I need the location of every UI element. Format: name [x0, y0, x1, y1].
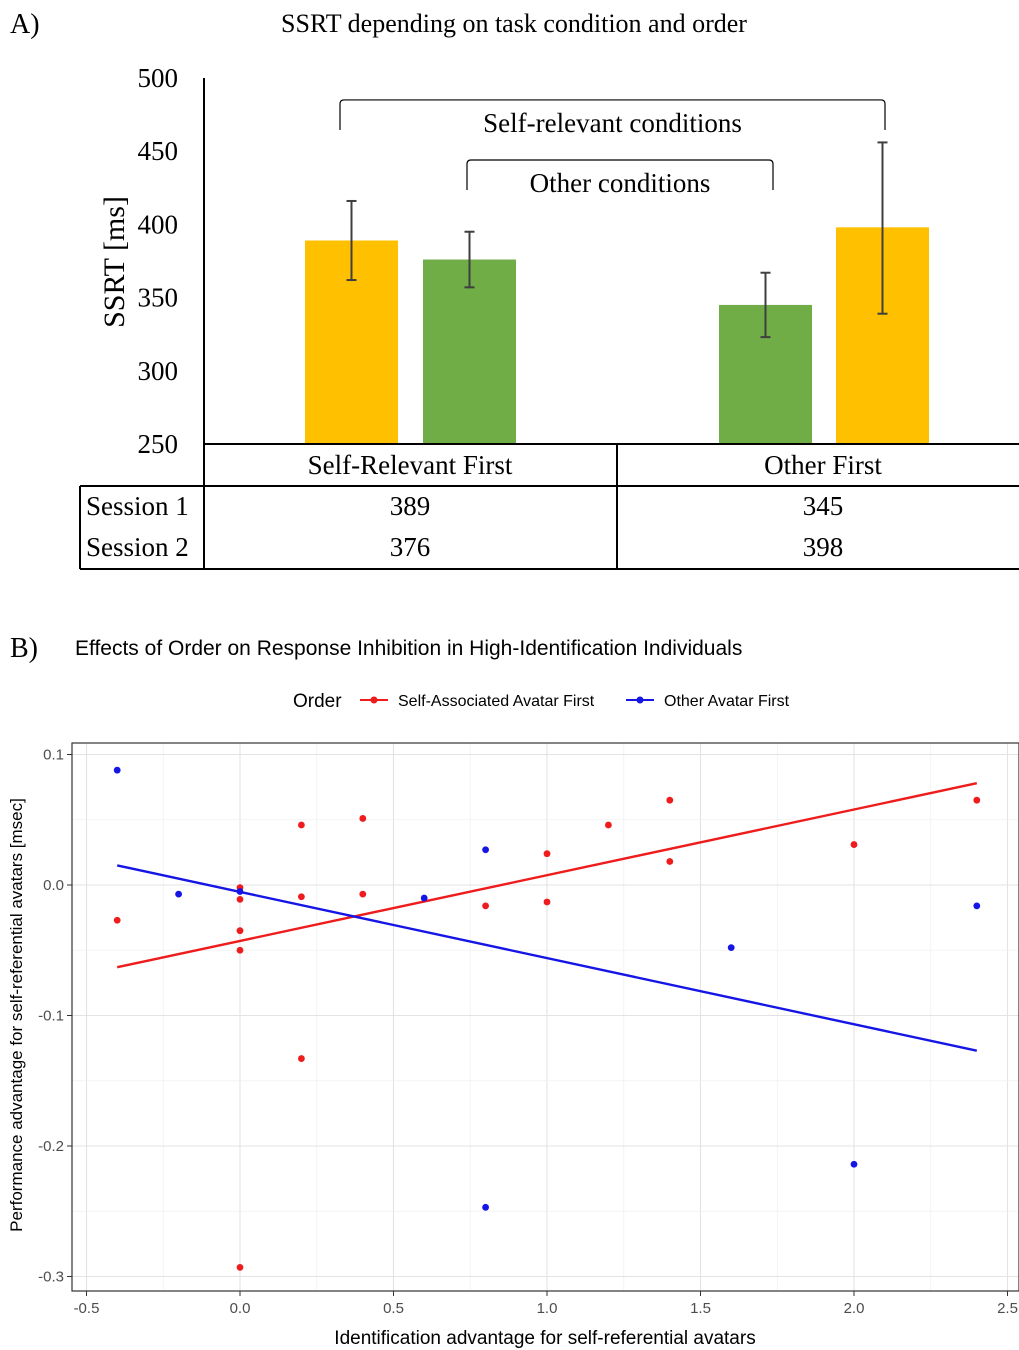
point-self-first — [113, 916, 121, 924]
point-other-first — [420, 894, 428, 902]
y-tick-label: 0.0 — [43, 877, 64, 894]
panel-b-plot-border — [71, 742, 1019, 1292]
panel-b-y-axis-label: Performance advantage for self-referenti… — [7, 798, 26, 1232]
x-tick-label: 1.5 — [690, 1300, 711, 1317]
panel-a-y-axis-label: SSRT [ms] — [98, 196, 131, 328]
table-cell-session-1-self-first: 389 — [390, 491, 431, 521]
y-tick-label: 250 — [138, 429, 179, 459]
point-self-first — [236, 946, 244, 954]
panel-b-title: Effects of Order on Response Inhibition … — [75, 637, 742, 660]
y-tick-label: 300 — [138, 356, 179, 386]
point-other-first — [850, 1160, 858, 1168]
panel-a-bars — [305, 141, 929, 444]
y-tick-label: 0.1 — [43, 747, 64, 764]
table-cell-session-1-other-first: 345 — [803, 491, 844, 521]
point-self-first — [543, 898, 551, 906]
y-tick-label: 450 — [138, 136, 179, 166]
bracket-label: Self-relevant conditions — [483, 108, 742, 138]
panel-b: B) Effects of Order on Response Inhibiti… — [7, 633, 1019, 1349]
panel-a-label: A) — [10, 9, 40, 40]
point-self-first — [298, 1055, 305, 1062]
table-cell-session-2-self-first: 376 — [390, 532, 431, 562]
point-self-first — [236, 895, 244, 903]
point-other-first — [236, 888, 244, 895]
x-tick-label: 2.5 — [997, 1300, 1018, 1317]
legend-marker-self-first — [370, 696, 378, 704]
x-tick-label: 0.5 — [383, 1300, 404, 1317]
y-tick-label: -0.2 — [38, 1138, 64, 1155]
panel-a-y-ticks: 250 300 350 400 450 500 — [138, 63, 179, 459]
x-tick-label: -0.5 — [74, 1300, 100, 1317]
legend-marker-other-first — [636, 696, 644, 704]
legend-label-self-first: Self-Associated Avatar First — [398, 693, 595, 710]
point-self-first — [359, 890, 367, 898]
y-tick-label: -0.1 — [38, 1008, 64, 1025]
point-self-first — [482, 902, 489, 910]
bracket-label: Other conditions — [530, 168, 711, 198]
point-self-first — [973, 796, 981, 804]
point-self-first — [236, 927, 244, 935]
panel-b-ticks: -0.5 0.0 0.5 1.0 1.5 2.0 2.5 -0.3 -0.2 -0.1 0.0 0.1 — [38, 747, 1018, 1318]
panel-a-brackets: Self-relevant conditions Other conditions — [339, 99, 886, 198]
table-row-label-session-2: Session 2 — [86, 532, 189, 562]
point-other-first — [175, 890, 183, 898]
point-self-first — [543, 850, 551, 858]
point-self-first — [359, 815, 367, 822]
x-tick-label: 2.0 — [844, 1300, 865, 1317]
x-tick-label: 0.0 — [230, 1300, 251, 1317]
fit-line-self-first — [116, 782, 978, 969]
point-other-first — [482, 846, 489, 854]
table-cell-session-2-other-first: 398 — [803, 532, 844, 562]
bracket — [466, 159, 774, 190]
point-other-first — [482, 1203, 489, 1211]
point-self-first — [298, 821, 305, 829]
legend-label-other-first: Other Avatar First — [664, 693, 790, 710]
panel-a-table — [79, 443, 1019, 570]
point-other-first — [113, 766, 121, 774]
point-self-first — [236, 1263, 244, 1271]
legend-title: Order — [293, 691, 342, 712]
panel-b-label: B) — [10, 633, 38, 664]
fit-line-other-first — [116, 864, 978, 1052]
group-label-other-first: Other First — [764, 450, 882, 480]
y-tick-label: 500 — [138, 63, 179, 93]
x-tick-label: 1.0 — [537, 1300, 558, 1317]
panel-a: A) SSRT depending on task condition and … — [10, 9, 1019, 570]
point-self-first — [666, 796, 674, 804]
point-self-first — [850, 841, 858, 848]
bar-other-condition — [423, 259, 516, 444]
point-self-first — [298, 893, 305, 901]
group-label-self-relevant-first: Self-Relevant First — [308, 450, 513, 480]
panel-b-points — [113, 766, 981, 1271]
bracket — [339, 99, 886, 130]
panel-a-title: SSRT depending on task condition and ord… — [281, 9, 747, 38]
y-tick-label: 400 — [138, 209, 179, 239]
y-tick-label: -0.3 — [38, 1269, 64, 1286]
panel-b-x-axis-label: Identification advantage for self-refere… — [334, 1328, 755, 1349]
point-self-first — [666, 858, 674, 865]
table-row-label-session-1: Session 1 — [86, 491, 189, 521]
point-other-first — [973, 902, 981, 910]
panel-b-fit-lines — [116, 782, 978, 1052]
point-other-first — [727, 944, 735, 952]
panel-b-grid — [72, 743, 1019, 1291]
y-tick-label: 350 — [138, 283, 179, 313]
point-self-first — [605, 821, 612, 829]
panel-b-legend: Order Self-Associated Avatar First Other… — [293, 691, 790, 712]
